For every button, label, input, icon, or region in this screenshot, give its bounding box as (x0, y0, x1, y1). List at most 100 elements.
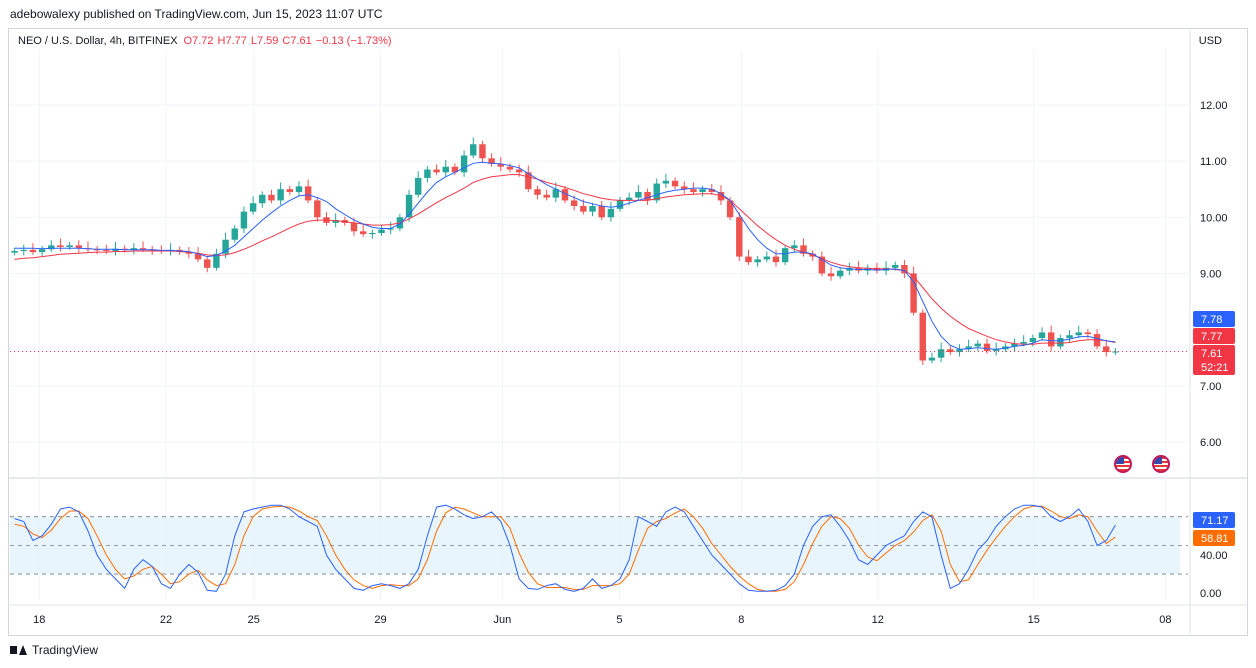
candle (405, 189, 413, 222)
candle (1103, 339, 1110, 357)
candle-body (130, 248, 138, 250)
candle (424, 166, 431, 183)
candle-body (543, 194, 550, 198)
candle (222, 232, 229, 259)
candle (369, 229, 376, 239)
last-price-badge-bg (1193, 345, 1235, 375)
candle (552, 182, 560, 203)
candle-body (259, 194, 266, 204)
candle (20, 244, 27, 256)
candle (185, 247, 193, 259)
candle (598, 200, 605, 221)
fast-ma-line (14, 161, 1116, 350)
candle-body (470, 144, 477, 156)
stoch-tick-label: 40.00 (1200, 550, 1228, 562)
time-tick-label: 29 (374, 614, 386, 626)
candle (772, 249, 780, 267)
us-flag-event-icon[interactable] (1152, 455, 1170, 473)
time-tick-label: 18 (33, 614, 45, 626)
candle-body (204, 259, 211, 268)
candle (1084, 329, 1092, 339)
price-tick-label: 7.00 (1200, 381, 1221, 393)
candle (937, 342, 945, 363)
candle-body (965, 346, 972, 350)
candle-body (286, 189, 294, 192)
candle (231, 225, 238, 243)
candle-body (956, 349, 963, 353)
candle (607, 202, 615, 222)
symbol-name[interactable]: NEO / U.S. Dollar, 4h, BITFINEX (18, 35, 178, 47)
candle-body (378, 229, 385, 233)
candle-body (415, 177, 422, 195)
candle (873, 262, 881, 274)
candle (433, 164, 440, 176)
candle (75, 240, 83, 253)
candle-body (29, 249, 37, 253)
publisher-caption: adebowalexy published on TradingView.com… (10, 7, 383, 21)
candle (460, 150, 468, 177)
candle-body (726, 200, 734, 218)
candle (974, 340, 982, 351)
candle (947, 345, 954, 355)
candle-body (479, 144, 486, 159)
candle-body (75, 245, 83, 249)
candle-body (534, 189, 541, 195)
candle (836, 267, 844, 280)
time-tick-label: 8 (738, 614, 744, 626)
candle-body (901, 265, 908, 274)
stoch-d-badge: 58.81 (1193, 530, 1235, 546)
candle (644, 188, 651, 205)
candle-body (295, 186, 303, 192)
candle-body (66, 245, 73, 248)
candle-body (1029, 338, 1037, 342)
candle-body (1093, 334, 1101, 347)
candle-body (38, 249, 46, 253)
candle-body (699, 189, 706, 192)
candle-body (818, 256, 826, 274)
candle (681, 181, 688, 194)
candle-body (626, 197, 633, 201)
stoch-d-line (14, 505, 1116, 592)
candle (635, 185, 642, 201)
candle (525, 165, 532, 192)
candle-body (139, 248, 147, 250)
candle (442, 159, 449, 177)
stoch-d-badge-bg (1193, 530, 1235, 546)
candle-body (112, 248, 119, 251)
candle-body (836, 270, 844, 277)
candle (589, 202, 596, 217)
candle (919, 309, 926, 365)
candle (249, 196, 257, 215)
us-flag-event-icon[interactable] (1114, 455, 1132, 473)
last-price-badge-text: 7.61 (1201, 348, 1222, 360)
candle-body (369, 232, 376, 235)
candle (139, 241, 147, 253)
candle-body (359, 231, 367, 235)
chart-frame[interactable] (8, 28, 1248, 636)
candle (204, 256, 211, 273)
candle (488, 153, 495, 167)
candle-body (506, 166, 514, 170)
currency-label[interactable]: USD (1198, 35, 1222, 47)
candle-body (20, 249, 27, 251)
last-price-badge: 7.61 52:21 (1193, 345, 1235, 375)
candle-body (1066, 335, 1073, 339)
candle-body (451, 166, 459, 173)
candle-body (910, 273, 917, 313)
candle-body (222, 239, 229, 254)
candle-body (791, 245, 798, 249)
time-tick-label: 15 (1028, 614, 1040, 626)
candle (763, 251, 771, 263)
ma-fast-badge-bg (1193, 311, 1235, 327)
candle-body (1103, 346, 1110, 353)
stoch-k-badge-text: 71.17 (1201, 515, 1229, 527)
price-tick-label: 10.00 (1200, 212, 1228, 224)
candle-body (937, 349, 945, 358)
price-tick-label: 12.00 (1200, 100, 1228, 112)
candle (616, 197, 624, 212)
candle-body (983, 343, 991, 351)
candle-body (1084, 332, 1092, 335)
ma-slow-badge-text: 7.77 (1201, 331, 1222, 343)
candle (818, 251, 826, 277)
